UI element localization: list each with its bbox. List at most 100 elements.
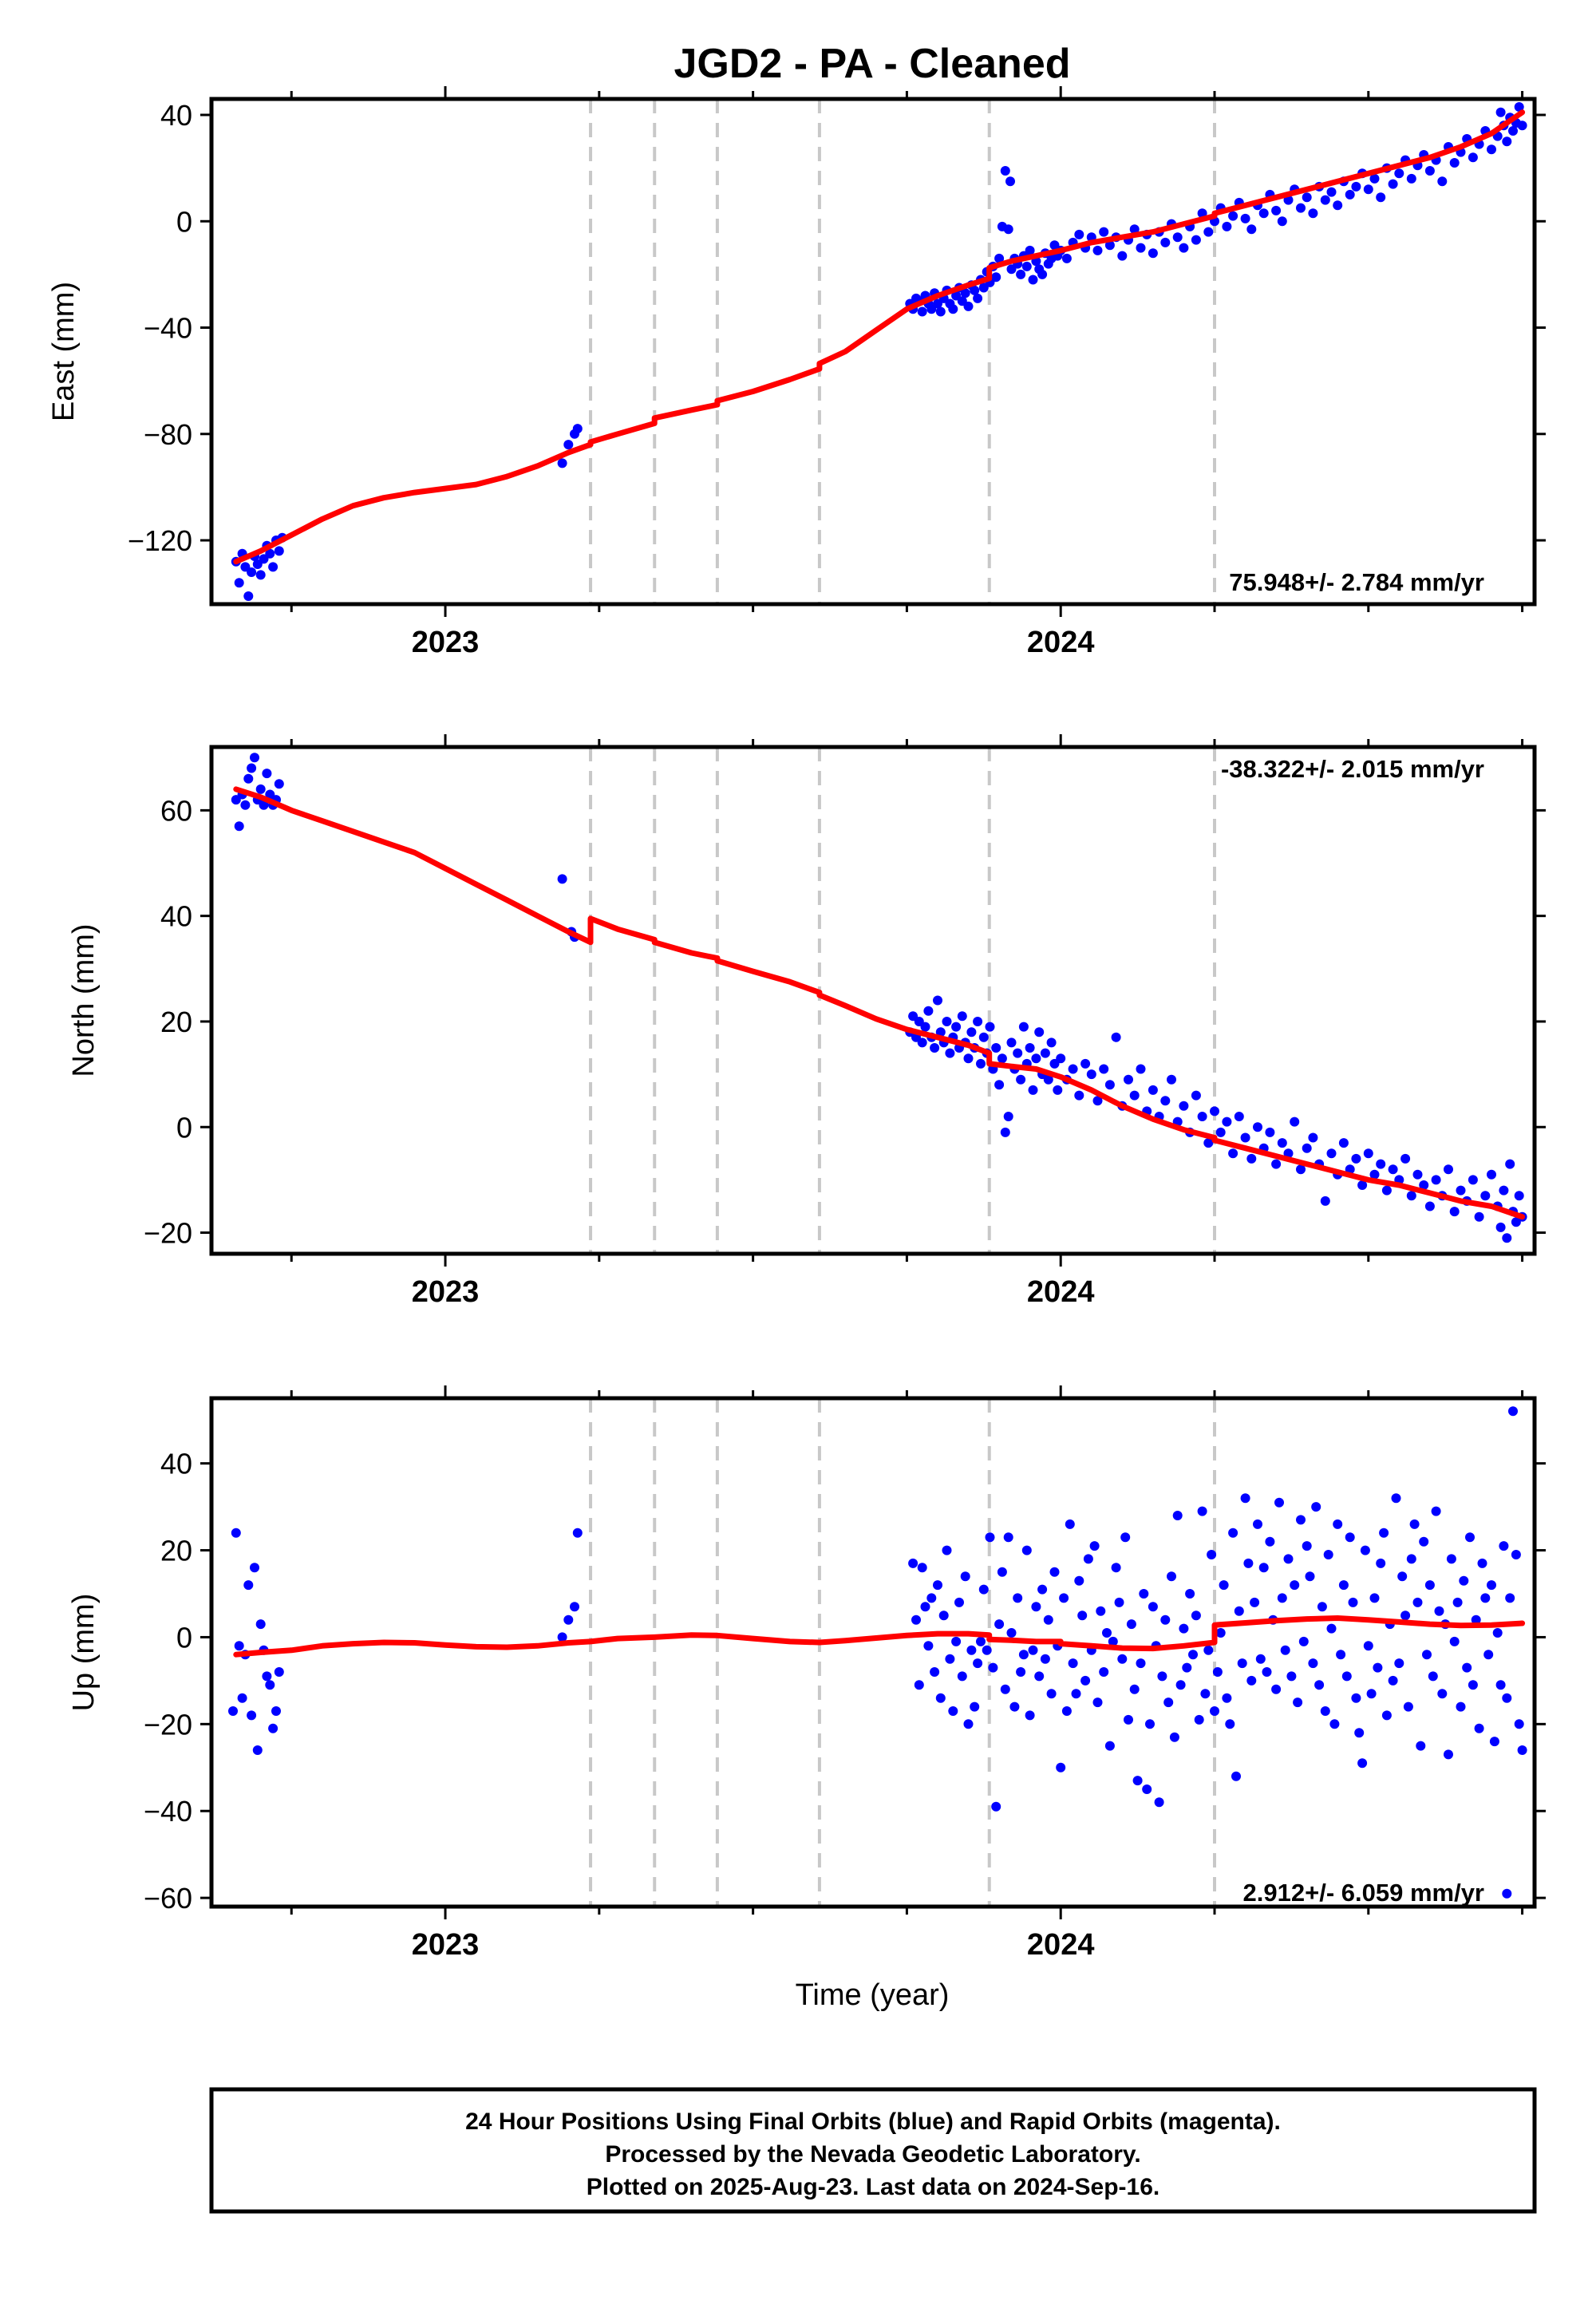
east-data-point <box>1495 107 1506 117</box>
east-data-point <box>1449 158 1460 168</box>
east-data-point <box>259 554 269 564</box>
up-data-point <box>960 1571 970 1582</box>
east-data-point <box>1222 221 1232 231</box>
up-rate-label: 2.912+/- 6.059 mm/yr <box>1243 1879 1484 1907</box>
up-data-point <box>1018 1650 1029 1660</box>
up-data-point <box>1323 1550 1333 1559</box>
up-data-point <box>1077 1611 1088 1621</box>
up-data-point <box>978 1584 989 1595</box>
north-data-point <box>1302 1143 1312 1153</box>
east-data-point <box>1005 176 1015 187</box>
up-data-point <box>1262 1667 1272 1677</box>
up-data-point <box>231 1528 241 1538</box>
north-data-point <box>1092 1096 1103 1106</box>
north-data-point <box>1222 1117 1232 1127</box>
chart-title: JGD2 - PA - Cleaned <box>674 41 1071 87</box>
east-data-point <box>572 424 583 434</box>
north-data-point <box>1412 1169 1423 1180</box>
north-data-point <box>978 1032 989 1042</box>
footer-line-2: Processed by the Nevada Geodetic Laborat… <box>605 2141 1140 2168</box>
up-data-point <box>1219 1580 1229 1591</box>
north-data-point <box>234 821 244 832</box>
up-data-point <box>1283 1554 1294 1564</box>
up-data-point <box>1487 1580 1496 1591</box>
up-data-point <box>1465 1532 1475 1543</box>
up-data-point <box>1474 1723 1484 1733</box>
up-data-point <box>951 1636 962 1646</box>
east-data-point <box>1148 248 1158 259</box>
up-data-point <box>1132 1776 1143 1786</box>
east-data-point <box>1028 275 1038 285</box>
up-data-point <box>234 1641 244 1651</box>
east-data-point <box>265 548 275 559</box>
up-data-point <box>1290 1580 1300 1591</box>
up-data-point <box>1043 1614 1053 1625</box>
north-data-point <box>1040 1048 1050 1058</box>
east-data-point <box>1406 173 1416 184</box>
up-data-point <box>1422 1650 1432 1660</box>
up-data-point <box>1471 1614 1481 1625</box>
north-data-point <box>917 1037 927 1048</box>
up-data-point <box>1049 1567 1060 1577</box>
east-data-point <box>1437 176 1448 187</box>
east-y-tick-label: −120 <box>128 524 192 557</box>
up-data-point <box>1163 1697 1174 1708</box>
north-data-point <box>1480 1191 1491 1201</box>
up-data-point <box>1000 1684 1010 1694</box>
up-data-point <box>1246 1675 1257 1686</box>
up-data-point <box>1431 1506 1441 1516</box>
east-data-point <box>1258 208 1269 219</box>
up-data-point <box>1502 1693 1512 1703</box>
north-data-point <box>1431 1175 1441 1185</box>
up-data-point <box>1114 1597 1124 1607</box>
north-data-point <box>240 800 251 810</box>
east-data-point <box>1099 227 1109 237</box>
north-data-point <box>945 1048 955 1058</box>
up-data-point <box>1376 1558 1386 1568</box>
up-data-point <box>1406 1554 1416 1564</box>
up-data-point <box>1514 1719 1524 1729</box>
north-data-point <box>1056 1053 1066 1064</box>
north-data-point <box>1167 1074 1176 1085</box>
east-data-point <box>1345 189 1355 200</box>
up-data-point <box>1354 1728 1365 1738</box>
north-data-point <box>1025 1043 1035 1053</box>
east-data-point <box>1172 232 1183 243</box>
footer-box <box>209 2087 1537 2214</box>
east-data-point <box>563 440 574 450</box>
east-data-point <box>1320 195 1330 205</box>
up-data-point <box>1456 1701 1466 1712</box>
up-data-point <box>1388 1675 1398 1686</box>
up-y-tick-label: 0 <box>176 1621 192 1654</box>
up-data-point <box>1293 1697 1303 1708</box>
up-data-point <box>1280 1645 1290 1655</box>
up-data-point <box>1148 1602 1158 1612</box>
north-data-point <box>1179 1101 1189 1111</box>
up-y-tick-label: 40 <box>160 1448 192 1480</box>
north-data-point <box>1271 1159 1282 1169</box>
up-data-point <box>935 1693 946 1703</box>
up-data-point <box>1255 1654 1266 1664</box>
up-data-point <box>1034 1671 1045 1682</box>
up-data-point <box>1009 1701 1020 1712</box>
east-data-point <box>1468 152 1478 163</box>
up-data-point <box>923 1641 934 1651</box>
up-data-point <box>1179 1623 1189 1634</box>
east-data-point <box>1394 168 1404 179</box>
east-data-point <box>247 567 257 577</box>
east-data-point <box>994 253 1005 263</box>
north-data-point <box>1124 1074 1133 1085</box>
north-data-point <box>1406 1191 1416 1201</box>
north-data-point <box>1320 1196 1330 1206</box>
up-data-point <box>1391 1493 1401 1504</box>
up-data-point <box>268 1723 279 1733</box>
up-data-point <box>1200 1689 1211 1699</box>
east-data-point <box>243 591 254 601</box>
up-data-point <box>933 1580 942 1591</box>
up-data-point <box>1237 1658 1247 1669</box>
up-data-point <box>908 1558 918 1568</box>
north-x-tick-label: 2024 <box>1027 1275 1095 1309</box>
north-data-point <box>557 874 567 884</box>
north-data-point <box>1369 1169 1380 1180</box>
up-data-point <box>1172 1511 1183 1520</box>
